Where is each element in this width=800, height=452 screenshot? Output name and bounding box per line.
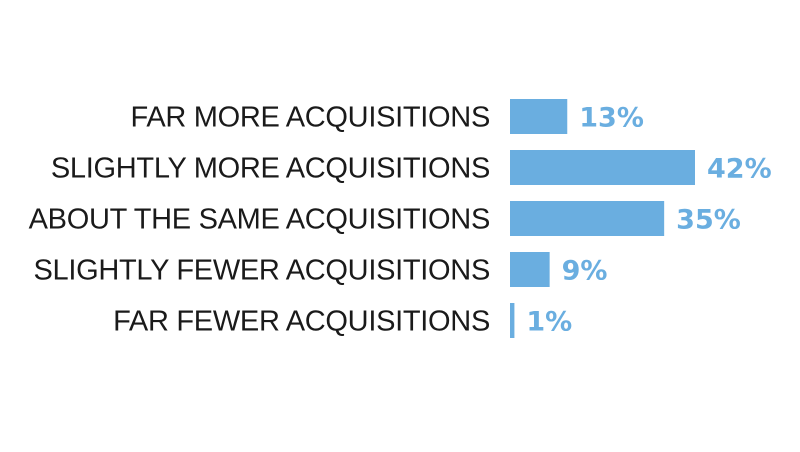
bar <box>510 303 515 338</box>
category-label: FAR FEWER ACQUISITIONS <box>113 306 490 338</box>
bar <box>510 99 568 134</box>
category-label: ABOUT THE SAME ACQUISITIONS <box>29 204 490 236</box>
value-label: 42% <box>707 154 772 185</box>
value-label: 1% <box>526 307 572 338</box>
category-labels: FAR MORE ACQUISITIONS SLIGHTLY MORE ACQUI… <box>29 102 491 338</box>
value-labels: 13% 42% 35% 9% 1% <box>526 103 771 338</box>
category-label: SLIGHTLY MORE ACQUISITIONS <box>51 153 490 185</box>
bars <box>510 99 695 338</box>
bar <box>510 252 550 287</box>
category-label: FAR MORE ACQUISITIONS <box>131 102 490 134</box>
category-label: SLIGHTLY FEWER ACQUISITIONS <box>33 255 490 287</box>
value-label: 35% <box>676 205 741 236</box>
value-label: 9% <box>562 256 608 287</box>
value-label: 13% <box>579 103 644 134</box>
bar <box>510 150 695 185</box>
bar <box>510 201 665 236</box>
